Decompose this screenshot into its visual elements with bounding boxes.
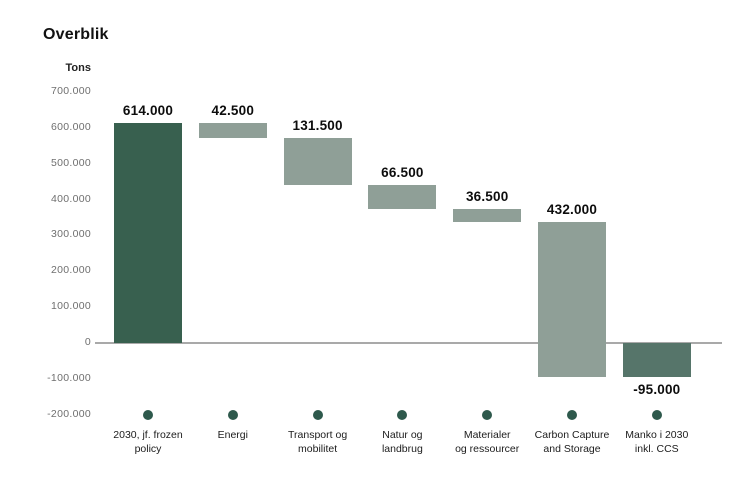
bar-value-label: 66.500 xyxy=(381,165,424,181)
y-axis-tick-label: 600.000 xyxy=(50,120,91,133)
y-axis-tick-label: -100.000 xyxy=(47,371,91,384)
category-label-line: Transport og xyxy=(288,429,348,441)
waterfall-bar xyxy=(114,122,182,343)
category-label-group: Transport og mobilitet xyxy=(256,410,380,456)
category-dot-icon xyxy=(482,410,493,420)
y-axis-tick-label: 0 xyxy=(84,336,91,348)
category-label-group: Manko i 2030 inkl. CCS xyxy=(595,410,719,456)
category-dot-icon xyxy=(651,410,662,420)
waterfall-bar xyxy=(622,343,691,378)
category-label-line: Carbon Capture xyxy=(534,429,610,441)
category-label-line: Manko i 2030 xyxy=(625,429,689,441)
waterfall-bar xyxy=(368,185,437,210)
bar-value-label: 42.500 xyxy=(211,102,255,118)
bar-value-label: 614.000 xyxy=(122,102,174,118)
category-label-group: Carbon Capture and Storage xyxy=(510,410,634,456)
category-label-group: 2030, jf. frozen policy xyxy=(86,410,210,456)
zero-axis-line xyxy=(95,342,722,344)
waterfall-bar xyxy=(538,222,606,378)
category-label-group: Natur og landbrug xyxy=(340,410,464,456)
y-axis-tick-label: 200.000 xyxy=(50,264,91,277)
y-axis-tick-label: 700.000 xyxy=(50,84,91,97)
category-label-line: og ressourcer xyxy=(455,443,520,455)
y-axis-tick-label: 500.000 xyxy=(50,156,91,169)
category-label-line: and Storage xyxy=(543,443,601,455)
category-label-line: policy xyxy=(134,443,162,455)
category-label-line: inkl. CCS xyxy=(634,443,679,455)
category-dot-icon xyxy=(397,410,408,420)
category-label-line: landbrug xyxy=(381,443,423,455)
bar-value-label: 432.000 xyxy=(546,202,598,218)
category-label-line: Energi xyxy=(217,429,248,441)
category-label-line: Natur og xyxy=(382,429,423,441)
bar-value-label: 36.500 xyxy=(465,189,509,205)
bar-value-label: -95.000 xyxy=(633,382,681,398)
category-label-line: Materialer xyxy=(463,429,511,441)
category-label-group: Materialer og ressourcer xyxy=(425,410,549,456)
category-dot-icon xyxy=(567,410,577,420)
y-axis-tick-label: 300.000 xyxy=(50,228,91,241)
waterfall-bar xyxy=(198,122,267,139)
y-axis-tick-label: 100.000 xyxy=(50,300,91,313)
category-dot-icon xyxy=(312,410,323,420)
y-axis-tick-label: 400.000 xyxy=(50,192,91,205)
category-label-group: Energi xyxy=(171,410,295,442)
waterfall-bar xyxy=(453,209,522,223)
y-axis-unit-label: Tons xyxy=(65,62,91,74)
category-dot-icon xyxy=(227,410,238,420)
chart-title: Overblik xyxy=(43,26,109,43)
waterfall-bar xyxy=(283,138,352,186)
y-axis-tick-label: -200.000 xyxy=(47,407,91,420)
category-label-line: mobilitet xyxy=(298,443,338,455)
category-label-line: 2030, jf. frozen xyxy=(113,429,183,441)
bar-value-label: 131.500 xyxy=(292,118,343,134)
category-dot-icon xyxy=(143,410,153,420)
